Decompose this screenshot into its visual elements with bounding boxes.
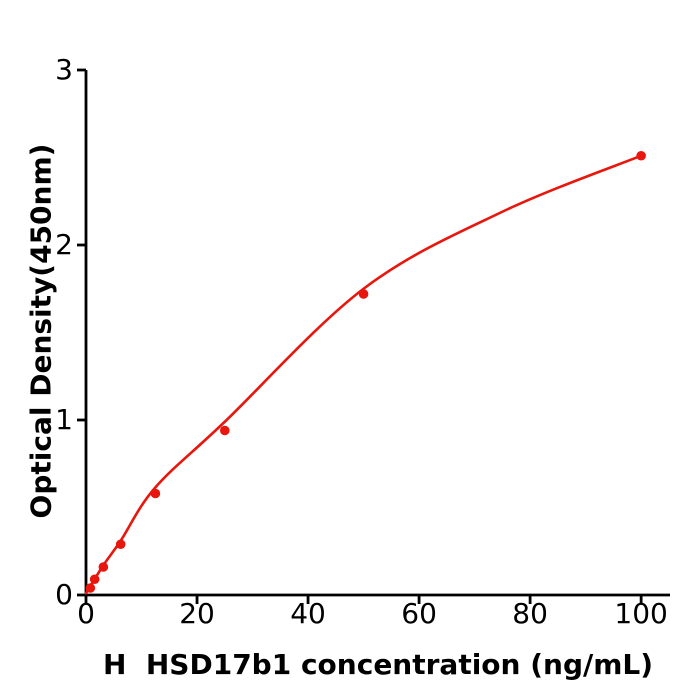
data-point (89, 574, 100, 585)
fitted-curve-line (84, 154, 643, 595)
data-point (636, 150, 646, 161)
x-tick-label: 20 (179, 597, 215, 630)
x-axis-title: H HSD17b1 concentration (ng/mL) (102, 648, 654, 681)
data-point (358, 289, 369, 299)
y-axis-title: Optical Density(450nm) (24, 143, 58, 519)
x-tick-label: 80 (512, 597, 548, 630)
x-tick-label: 0 (77, 597, 95, 630)
x-tick-label: 40 (290, 597, 326, 630)
y-tick-label: 2 (55, 228, 73, 261)
x-tick-label: 60 (401, 597, 437, 630)
y-tick-label: 1 (55, 403, 73, 436)
data-point (150, 488, 161, 499)
axis-spines (84, 70, 670, 597)
data-point (219, 425, 230, 436)
data-point (98, 562, 109, 572)
y-tick-label: 0 (55, 578, 73, 611)
y-tick-label: 3 (55, 53, 73, 86)
data-point (85, 583, 96, 593)
data-point (115, 539, 126, 550)
x-tick-label: 100 (614, 597, 667, 630)
